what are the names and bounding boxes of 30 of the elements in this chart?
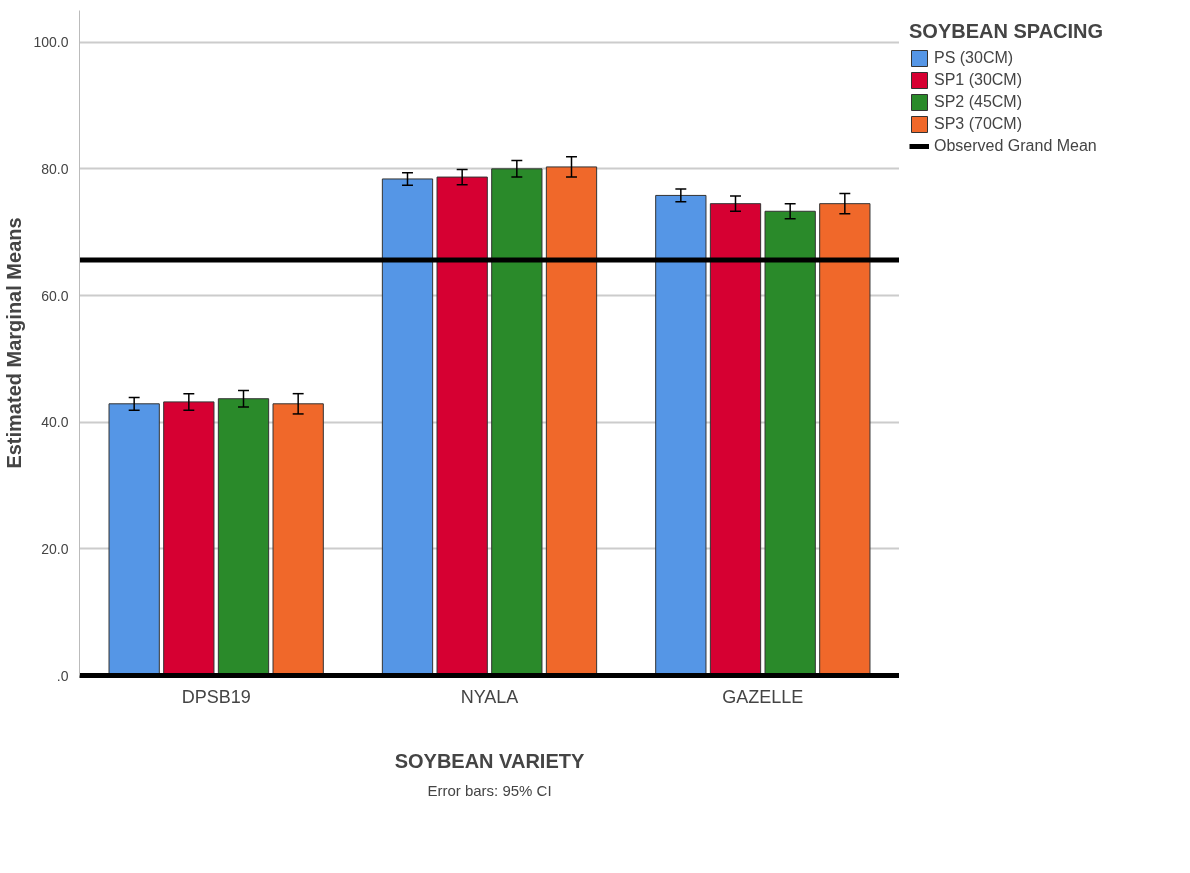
bar [163, 401, 215, 676]
bar [272, 403, 324, 676]
legend-label: SP1 (30CM) [934, 71, 1023, 89]
x-tick-label: NYALA [460, 686, 519, 707]
bar [709, 203, 762, 676]
legend-label: SP3 (70CM) [934, 115, 1023, 133]
bar [217, 398, 270, 676]
bar [381, 178, 434, 676]
x-axis-title: SOYBEAN VARIETY [394, 749, 585, 772]
bar [545, 166, 598, 676]
x-tick-label: GAZELLE [722, 686, 804, 707]
text: Error bars: 95% CI [427, 781, 552, 799]
legend-label: PS (30CM) [934, 49, 1014, 67]
legend-title: SOYBEAN SPACING [909, 20, 1104, 43]
bar [436, 176, 488, 676]
legend-label: Observed Grand Mean [934, 137, 1097, 155]
y-tick-label: 60.0 [41, 287, 69, 304]
bar [491, 168, 543, 676]
legend-label: SP2 (45CM) [934, 93, 1023, 111]
bar [819, 203, 871, 676]
bar [108, 403, 160, 676]
bar [764, 210, 816, 676]
y-tick-label: 100.0 [33, 34, 69, 51]
y-tick-label: 20.0 [41, 540, 69, 557]
y-tick-label: 80.0 [41, 160, 69, 177]
y-axis-title: Estimated Marginal Means [3, 217, 26, 469]
bar [655, 194, 707, 676]
y-tick-label: 40.0 [41, 414, 69, 431]
y-tick-label: .0 [56, 667, 69, 684]
x-tick-label: DPSB19 [181, 686, 251, 707]
